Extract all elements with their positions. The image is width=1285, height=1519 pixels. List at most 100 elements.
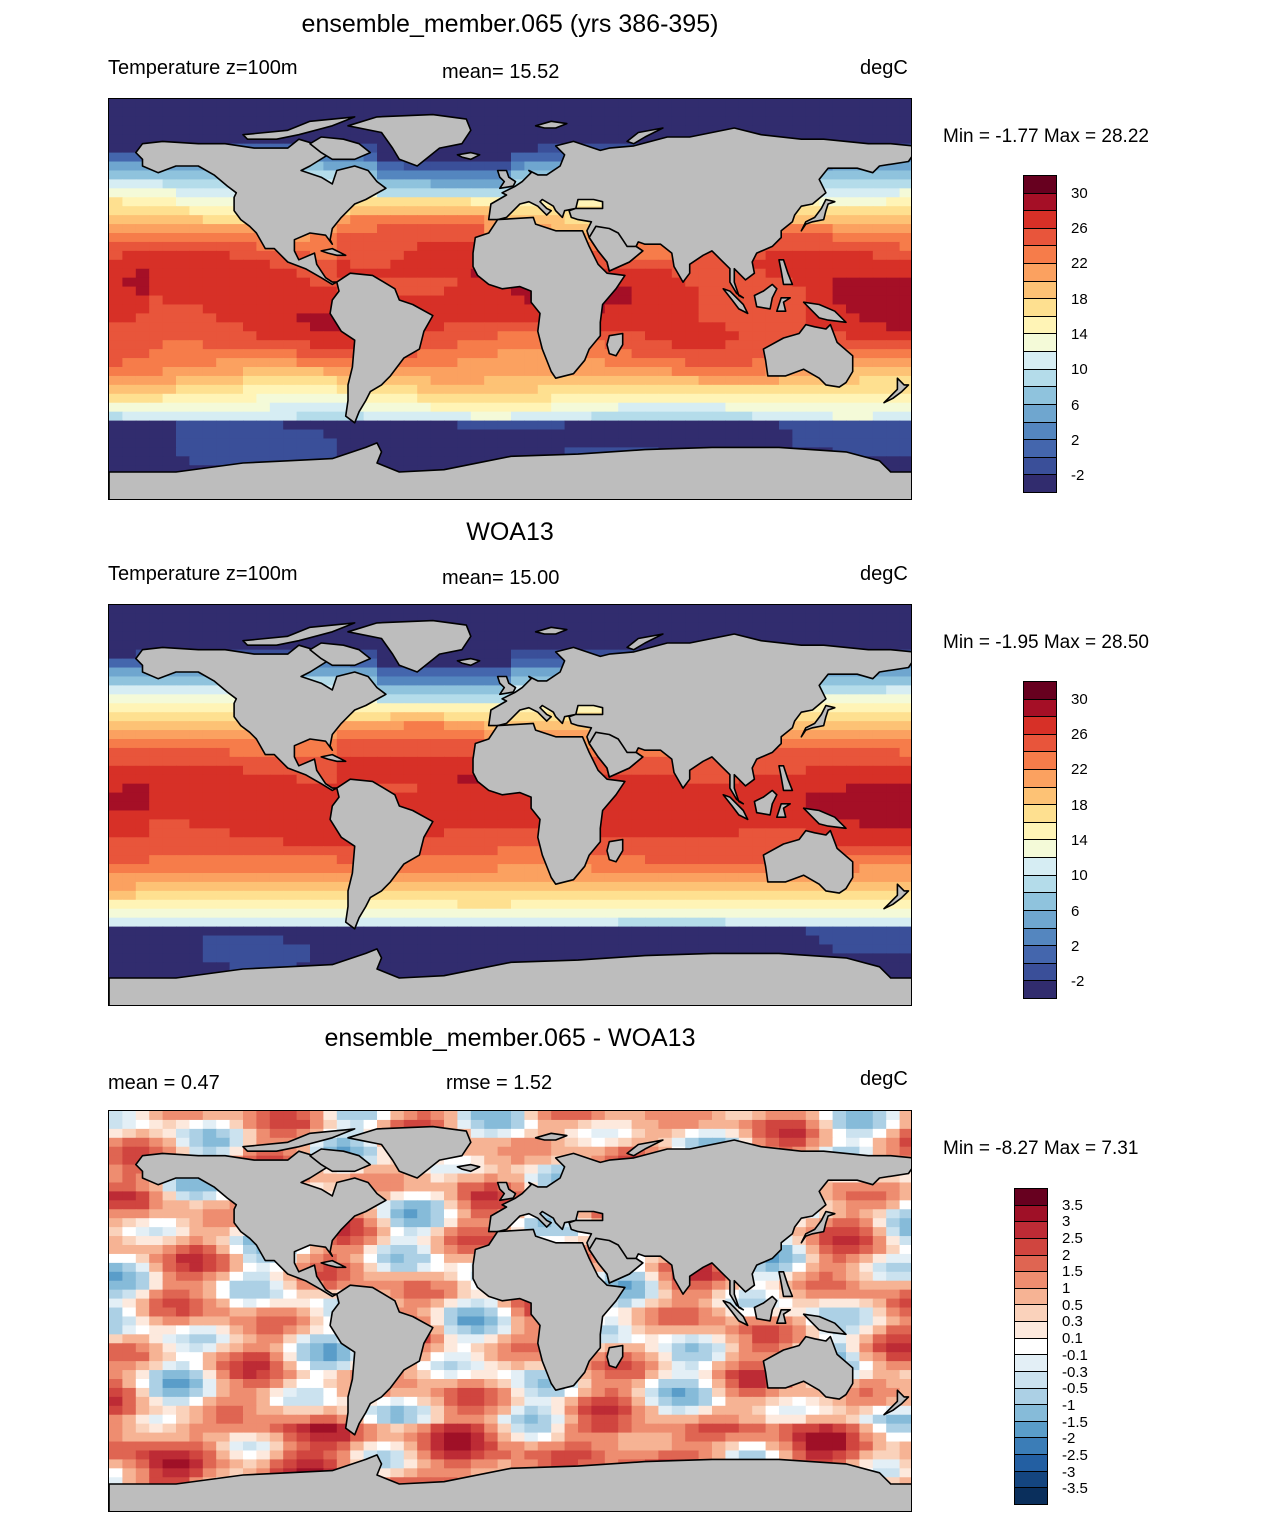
field-cell [109,864,123,874]
field-cell [336,107,351,118]
field-cell [819,259,834,270]
field-cell [176,197,190,207]
field-cell [444,188,458,198]
field-cell [497,801,512,812]
field-cell [377,774,391,785]
field-cell [564,622,579,633]
field-cell [511,134,525,145]
field-cell [444,402,458,413]
field-cell [872,206,887,216]
field-cell [149,197,164,207]
field-cell [645,819,659,829]
field-cell [135,268,150,279]
field-cell [135,456,150,466]
field-cell [350,420,365,431]
field-cell [698,881,713,892]
field-cell [470,304,485,314]
field-cell [631,890,646,901]
field-cell [310,438,324,448]
field-cell [202,134,217,145]
field-cell [229,756,244,767]
field-cell [805,908,820,919]
field-cell [899,268,911,279]
field-cell [752,304,767,314]
field-cell [752,810,767,820]
field-cell [618,99,633,109]
field-cell [135,605,150,615]
field-cell [269,447,284,457]
field-cell [645,640,659,651]
field-cell [765,277,780,288]
field-cell [336,411,351,422]
field-cell [189,890,204,901]
field-cell [135,340,150,350]
field-cell [578,703,592,713]
field-cell [269,358,284,368]
field-cell [457,756,472,767]
field-cell [886,170,901,180]
field-cell [417,233,432,243]
field-cell [886,116,901,127]
field-cell [350,99,365,109]
field-cell [323,667,338,678]
field-cell [176,747,190,758]
field-cell [430,99,445,109]
field-cell [135,188,150,198]
field-cell [524,349,539,359]
field-cell [631,792,646,803]
field-cell [671,295,686,306]
field-cell [109,774,123,785]
field-cell [631,420,646,431]
field-cell [832,197,847,207]
field-cell [390,161,405,172]
field-cell [243,873,257,883]
field-cell [524,613,539,624]
field-cell [470,622,485,633]
field-cell [819,908,834,919]
field-cell [645,420,659,431]
field-cell [765,890,780,901]
field-cell [430,438,445,448]
field-cell [430,747,445,758]
field-cell [243,747,257,758]
land-sulawesi [775,297,792,312]
field-cell [189,935,204,946]
field-cell [457,170,472,180]
field-cell [457,649,472,660]
field-cell [698,277,713,288]
field-cell [899,331,911,341]
field-cell [417,881,432,892]
field-cell [135,313,150,323]
field-cell [122,340,137,350]
field-cell [229,99,244,109]
field-cell [444,739,458,749]
field-cell [698,99,713,109]
field-cell [323,331,338,341]
field-cell [256,358,271,368]
field-cell [511,438,525,448]
colorbar-segment [1024,315,1056,334]
field-cell [698,792,713,803]
field-cell [511,810,525,820]
field-cell [403,295,418,306]
field-cell [899,792,911,803]
field-cell [564,224,579,234]
field-cell [497,622,512,633]
field-cell [162,613,177,624]
field-cell [685,313,700,323]
field-cell [470,215,485,225]
field-cell [403,179,418,189]
field-cell [685,605,700,615]
field-cell [430,107,445,118]
field-cell [886,197,901,207]
field-cell [229,783,244,794]
field-cell [712,384,726,395]
field-cell [162,295,177,306]
field-cell [310,881,324,892]
field-cell [135,224,150,234]
field-cell [832,170,847,180]
field-cell [899,224,911,234]
field-cell [819,384,834,395]
field-cell [886,134,901,145]
field-cell [725,402,740,413]
